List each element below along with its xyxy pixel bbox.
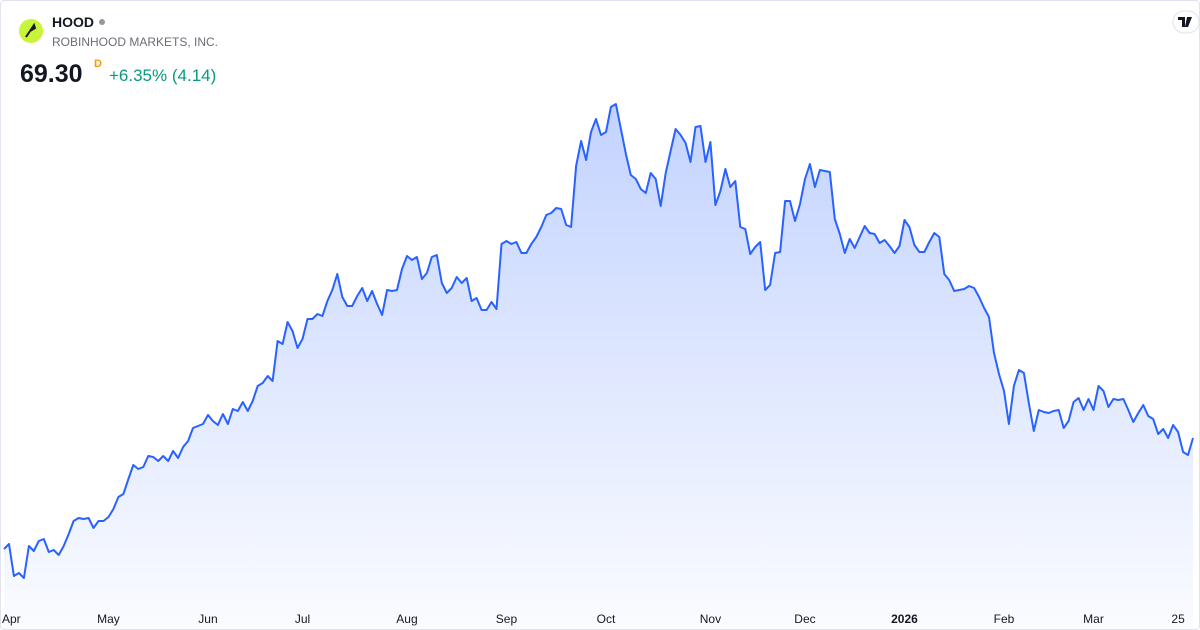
x-tick-label: Feb [994, 612, 1015, 626]
status-dot [99, 19, 105, 25]
area-fill [4, 104, 1193, 629]
x-tick-label: 2026 [891, 612, 918, 626]
x-tick-label: Apr [2, 612, 21, 626]
x-tick-label: Aug [396, 612, 417, 626]
logo-feather [25, 22, 37, 38]
x-tick-label: Nov [700, 612, 721, 626]
x-tick-label: Oct [597, 612, 616, 626]
symbol: HOOD [52, 14, 94, 30]
x-tick-label: Dec [794, 612, 815, 626]
x-tick-label: Jun [198, 612, 217, 626]
price-change: +6.35% (4.14) [109, 66, 216, 85]
x-tick-label: Mar [1083, 612, 1104, 626]
price-line [3, 103, 1194, 579]
x-tick-label: Jul [295, 612, 310, 626]
interval-flag: D [94, 58, 102, 70]
company-name: ROBINHOOD MARKETS, INC. [52, 35, 218, 49]
x-tick-label: May [97, 612, 120, 626]
x-tick-label: 25 [1171, 612, 1185, 626]
plot-area: Apr May Jun Jul Aug Sep Oct Nov Dec 2026 Feb Mar 25 [2, 103, 1194, 629]
x-tick-label: Sep [496, 612, 518, 626]
tv-logo [1172, 10, 1199, 34]
price: 69.30 [20, 60, 83, 88]
